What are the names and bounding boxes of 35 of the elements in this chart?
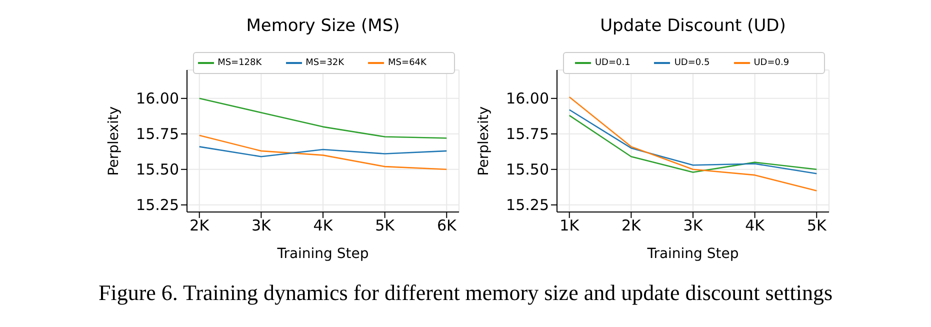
x-tick-label: 4K: [313, 216, 334, 235]
x-tick-label: 5K: [375, 216, 396, 235]
legend-label: MS=32K: [306, 58, 344, 68]
y-tick-label: 16.00: [136, 90, 179, 108]
y-tick-label: 16.00: [506, 90, 549, 108]
legend-label: UD=0.5: [674, 58, 710, 68]
x-tick-label: 6K: [436, 216, 458, 235]
legend-label: MS=64K: [388, 58, 426, 68]
x-tick-label: 2K: [621, 216, 642, 235]
legend-label: UD=0.1: [594, 58, 630, 68]
x-tick-label: 1K: [560, 216, 580, 235]
x-tick-label: 2K: [190, 216, 210, 235]
y-tick-label: 15.75: [506, 125, 549, 144]
x-tick-label: 4K: [745, 216, 766, 235]
legend-label: MS=128K: [218, 58, 262, 68]
y-tick-label: 15.50: [136, 160, 179, 179]
line-series: [198, 134, 448, 170]
legend-label: UD=0.9: [754, 58, 790, 68]
line-series: [568, 96, 818, 192]
line-series: [198, 146, 448, 158]
line-series: [198, 98, 448, 139]
x-tick-label: 3K: [683, 216, 704, 235]
x-tick-label: 3K: [251, 216, 272, 235]
y-tick-label: 15.50: [506, 160, 549, 179]
y-tick-label: 15.25: [506, 196, 549, 214]
y-axis-title: Perplexity: [106, 106, 122, 176]
caption: Figure 6. Training dynamics for different memory size and update discount settings: [97, 280, 834, 306]
chart-title: Memory Size (MS): [245, 16, 401, 36]
x-tick-label: 5K: [806, 216, 828, 235]
y-tick-label: 15.25: [136, 196, 179, 214]
y-axis-title: Perplexity: [476, 106, 492, 176]
y-tick-label: 15.75: [136, 125, 179, 144]
chart-title: Update Discount (UD): [599, 16, 787, 36]
x-axis-title: Training Step: [276, 246, 369, 262]
x-axis-title: Training Step: [646, 246, 739, 262]
